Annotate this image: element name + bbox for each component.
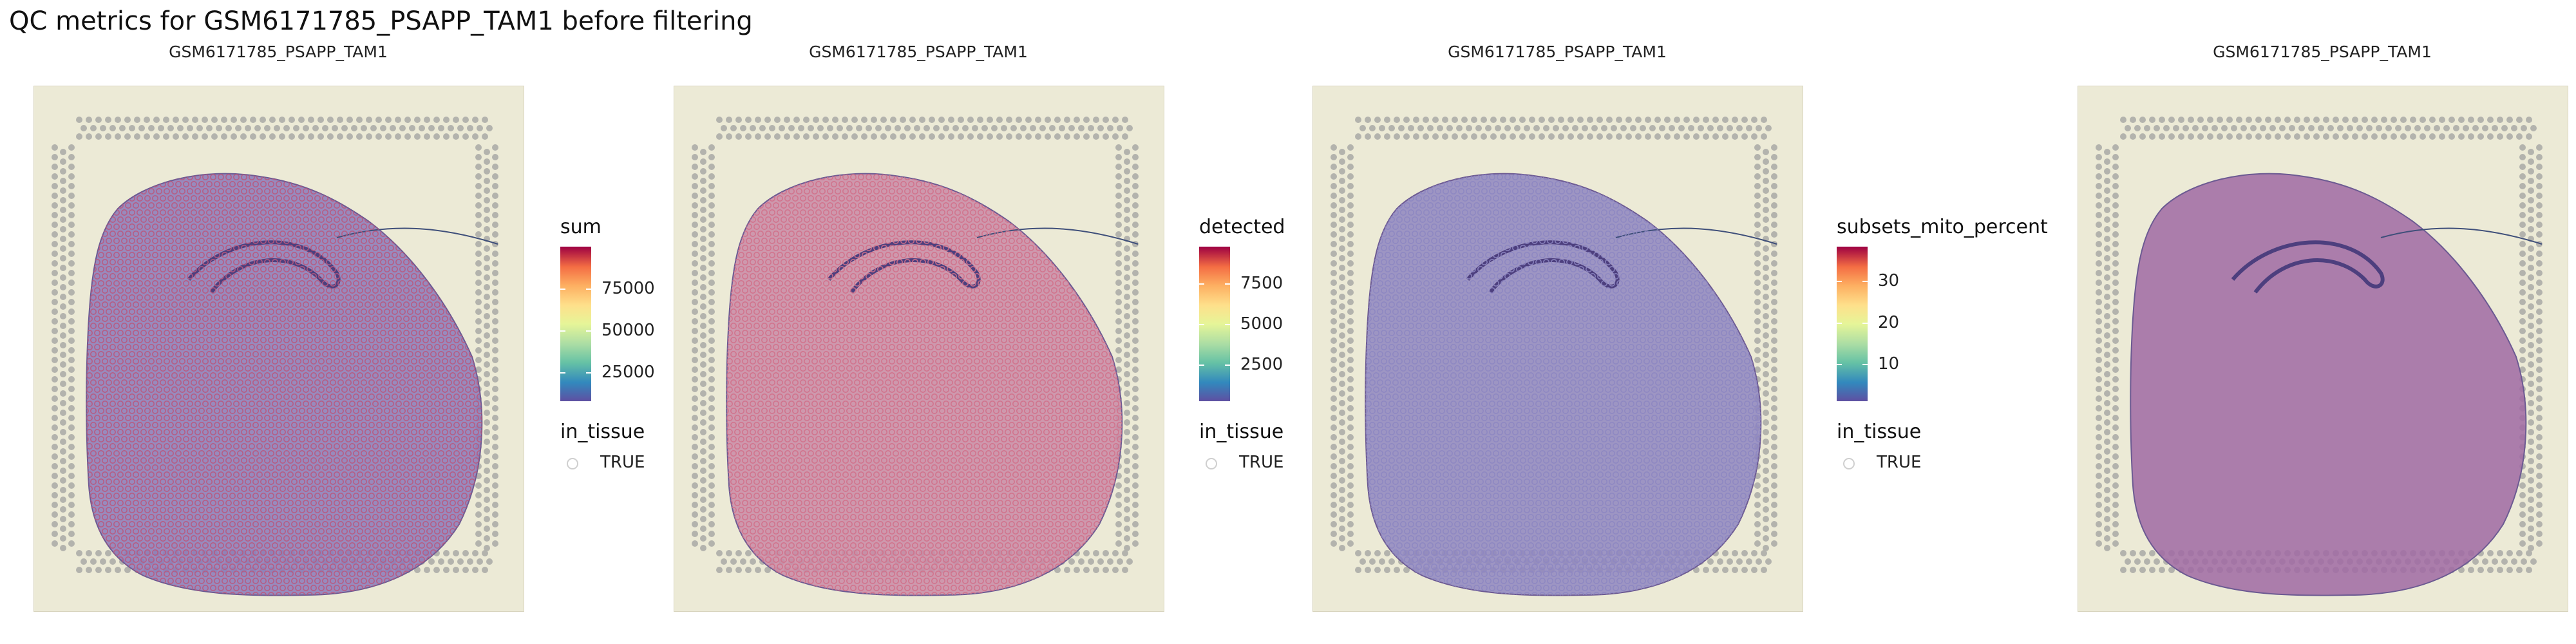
fiber-trace xyxy=(2380,227,2543,245)
panel-2-spatial-plot xyxy=(692,117,1139,596)
panel-2-shape-legend-key xyxy=(1206,458,1217,469)
brain-section xyxy=(2130,173,2527,596)
panel-1-colorbar xyxy=(560,247,591,401)
panel-3-shape-legend-key xyxy=(1843,458,1855,469)
panel-3-legend-title: subsets_mito_percent xyxy=(1837,216,2048,238)
panel-2-legend-title: detected xyxy=(1199,216,1285,238)
figure-title: QC metrics for GSM6171785_PSAPP_TAM1 bef… xyxy=(9,6,753,36)
panel-3-spatial-plot xyxy=(1331,117,1777,596)
panel-3-shape-legend-title: in_tissue xyxy=(1837,421,1922,443)
fiber-trace xyxy=(336,227,498,245)
panel-4-title: GSM6171785_PSAPP_TAM1 xyxy=(2213,43,2432,61)
panel-3-shape-legend-label: TRUE xyxy=(1877,453,1922,472)
fiber-trace xyxy=(976,227,1139,245)
panel-4-tissue-image xyxy=(2078,86,2568,612)
hippocampus-structure xyxy=(2231,240,2385,294)
panel-2-shape-legend-label: TRUE xyxy=(1239,453,1284,472)
panel-1-shape-legend-label: TRUE xyxy=(600,453,645,472)
panel-1-shape-legend-title: in_tissue xyxy=(560,421,645,443)
panel-1-tissue-image xyxy=(33,86,524,612)
panel-2-shape-legend-title: in_tissue xyxy=(1199,421,1284,443)
panel-1-legend-title: sum xyxy=(560,216,601,238)
panel-3-tissue-image xyxy=(1312,86,1803,612)
panel-2-tissue-image xyxy=(674,86,1164,612)
panel-3-colorbar xyxy=(1837,247,1868,401)
fiber-trace xyxy=(1615,227,1777,245)
spot-grid xyxy=(86,174,482,596)
panel-4-histology-plot xyxy=(2096,117,2543,596)
panel-3-title: GSM6171785_PSAPP_TAM1 xyxy=(1448,43,1667,61)
panel-1-shape-legend-key xyxy=(567,458,578,469)
panel-2-title: GSM6171785_PSAPP_TAM1 xyxy=(809,43,1028,61)
panel-1-title: GSM6171785_PSAPP_TAM1 xyxy=(169,43,388,61)
panel-1-spatial-plot xyxy=(52,117,498,596)
